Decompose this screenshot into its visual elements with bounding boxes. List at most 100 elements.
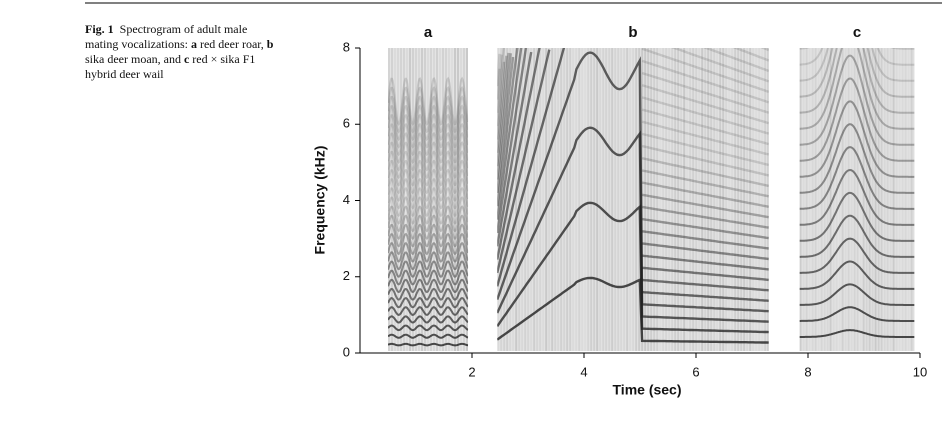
texture	[677, 48, 680, 351]
texture	[805, 48, 808, 351]
texture	[746, 48, 749, 351]
harmonic	[388, 269, 469, 286]
y-tick-label: 8	[343, 39, 350, 54]
texture	[710, 48, 713, 351]
texture	[542, 48, 545, 351]
harmonic	[641, 48, 769, 93]
texture	[749, 48, 752, 351]
texture	[457, 48, 459, 351]
texture	[701, 48, 704, 351]
harmonic	[799, 54, 915, 146]
harmonic	[799, 146, 915, 210]
texture	[811, 48, 814, 351]
texture	[590, 48, 593, 351]
texture	[460, 48, 462, 351]
texture	[802, 48, 805, 351]
harmonic	[388, 86, 469, 134]
harmonic	[388, 306, 469, 316]
texture	[584, 48, 587, 351]
texture	[752, 48, 755, 351]
texture	[668, 48, 671, 351]
panel-label: b	[628, 24, 637, 41]
harmonic	[497, 48, 769, 250]
texture	[820, 48, 823, 351]
texture	[515, 48, 518, 351]
texture	[433, 48, 435, 351]
texture	[500, 48, 503, 351]
texture	[536, 48, 539, 351]
texture	[599, 48, 602, 351]
texture	[566, 48, 569, 351]
harmonic	[497, 49, 769, 292]
texture	[716, 48, 719, 351]
texture	[692, 48, 695, 351]
texture	[680, 48, 683, 351]
texture	[907, 48, 910, 351]
y-tick-label: 2	[343, 268, 350, 283]
texture	[728, 48, 731, 351]
texture	[454, 48, 456, 351]
texture	[397, 48, 399, 351]
harmonic	[388, 214, 469, 240]
texture	[671, 48, 674, 351]
harmonic	[799, 48, 915, 66]
texture	[632, 48, 635, 351]
panel-label: a	[424, 24, 433, 41]
texture	[647, 48, 650, 351]
y-tick-label: 4	[343, 192, 350, 207]
harmonic	[388, 159, 469, 195]
harmonic	[799, 191, 915, 242]
harmonic	[388, 95, 469, 142]
harmonic	[799, 283, 915, 306]
harmonic	[799, 168, 915, 226]
harmonic	[388, 141, 469, 180]
harmonic	[799, 77, 915, 162]
harmonic	[799, 48, 915, 98]
harmonic	[671, 48, 769, 83]
x-tick-label: 8	[804, 364, 811, 379]
texture	[874, 48, 877, 351]
texture	[551, 48, 554, 351]
texture	[895, 48, 898, 351]
texture	[910, 48, 913, 351]
texture	[623, 48, 626, 351]
harmonic	[497, 56, 769, 229]
texture	[743, 48, 746, 351]
harmonic	[388, 168, 469, 202]
texture	[430, 48, 432, 351]
texture	[656, 48, 659, 351]
texture	[719, 48, 722, 351]
item-letter: a	[190, 37, 197, 51]
y-tick-label: 0	[343, 344, 350, 359]
texture	[835, 48, 838, 351]
texture	[533, 48, 536, 351]
texture	[406, 48, 408, 351]
item-letter: c	[183, 52, 190, 66]
texture	[722, 48, 725, 351]
texture	[581, 48, 584, 351]
texture	[400, 48, 402, 351]
texture	[740, 48, 743, 351]
harmonic	[702, 48, 769, 73]
harmonic	[388, 150, 469, 187]
texture	[593, 48, 596, 351]
harmonic	[388, 278, 469, 294]
texture	[569, 48, 572, 351]
texture	[421, 48, 423, 351]
harmonic	[388, 324, 469, 332]
harmonic	[388, 260, 469, 278]
texture	[862, 48, 865, 351]
harmonic	[497, 48, 769, 177]
texture	[451, 48, 453, 351]
texture	[817, 48, 820, 351]
spectrogram-panel	[497, 48, 769, 351]
harmonic	[388, 287, 469, 301]
texture	[611, 48, 614, 351]
texture	[725, 48, 728, 351]
spectrogram	[497, 48, 769, 351]
texture	[427, 48, 429, 351]
texture	[506, 48, 509, 351]
harmonic	[388, 76, 469, 126]
texture	[674, 48, 677, 351]
